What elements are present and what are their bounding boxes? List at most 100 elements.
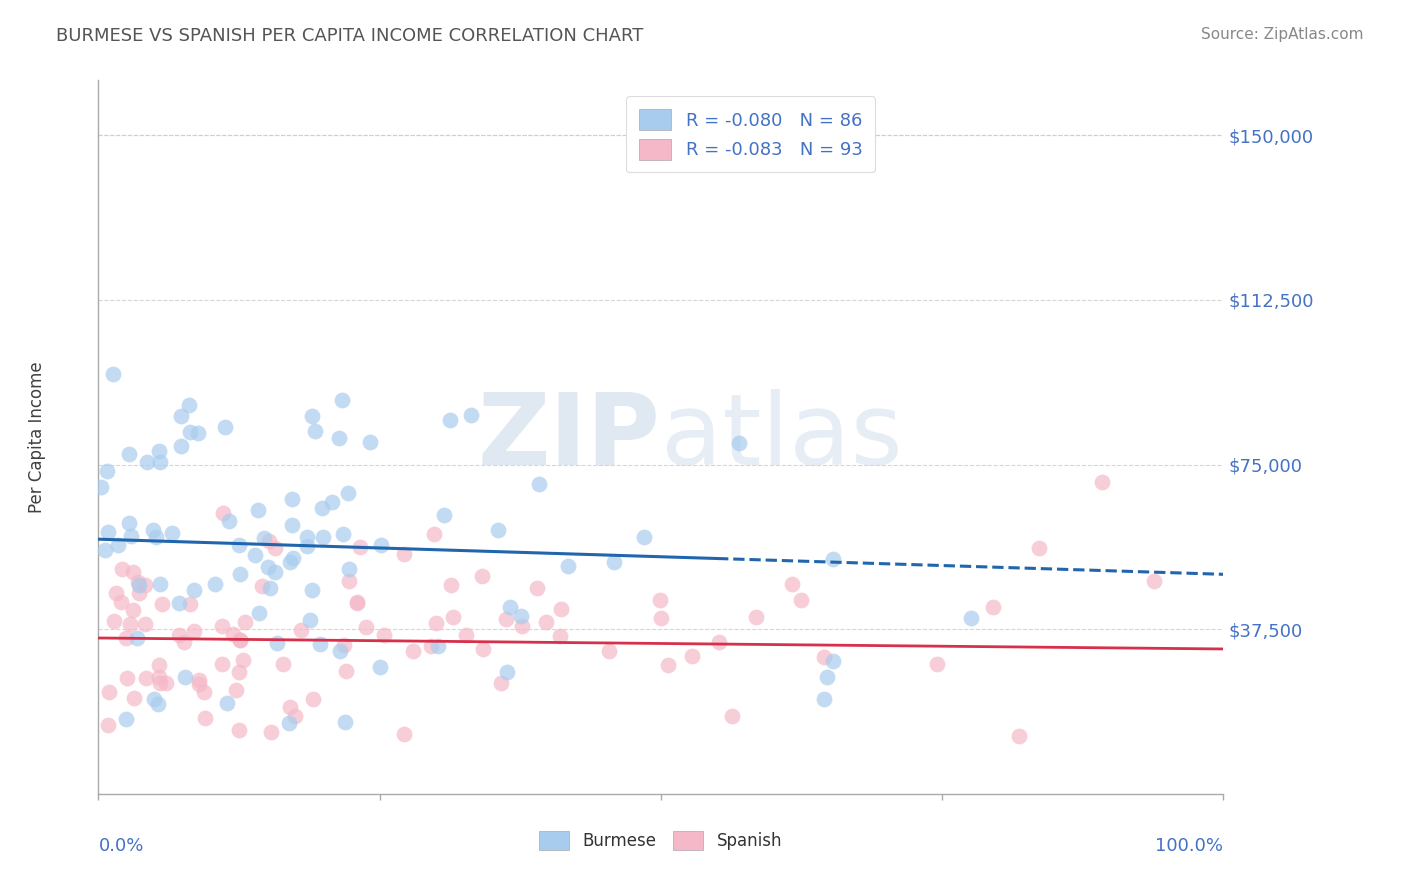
Point: [253, 531, 276, 545]
Point: [489, 675, 512, 690]
Point: [927, 657, 949, 671]
Point: [183, 624, 205, 638]
Point: [330, 393, 353, 408]
Point: [332, 527, 354, 541]
Point: [148, 670, 170, 684]
Point: [264, 541, 287, 556]
Point: [97, 717, 120, 731]
Point: [550, 602, 572, 616]
Point: [499, 599, 522, 614]
Point: [266, 635, 288, 649]
Point: [337, 574, 360, 588]
Point: [495, 612, 517, 626]
Point: [441, 610, 464, 624]
Point: [228, 567, 250, 582]
Point: [284, 709, 307, 723]
Point: [301, 583, 323, 598]
Point: [727, 436, 749, 450]
Point: [681, 649, 703, 664]
Point: [179, 597, 201, 611]
Point: [1091, 475, 1114, 490]
Point: [120, 529, 142, 543]
Point: [121, 565, 143, 579]
Point: [486, 524, 509, 538]
Point: [283, 551, 305, 566]
Text: atlas: atlas: [661, 389, 903, 485]
Point: [121, 603, 143, 617]
Point: [496, 665, 519, 679]
Text: BURMESE VS SPANISH PER CAPITA INCOME CORRELATION CHART: BURMESE VS SPANISH PER CAPITA INCOME COR…: [56, 27, 644, 45]
Point: [981, 600, 1004, 615]
Point: [187, 673, 209, 687]
Point: [127, 574, 149, 589]
Point: [90, 480, 112, 494]
Point: [228, 632, 250, 647]
Point: [228, 538, 250, 552]
Point: [295, 530, 318, 544]
Point: [135, 455, 157, 469]
Point: [633, 530, 655, 544]
Point: [204, 577, 226, 591]
Point: [118, 447, 141, 461]
Point: [557, 558, 579, 573]
Point: [346, 596, 368, 610]
Point: [281, 518, 304, 533]
Point: [264, 565, 287, 579]
Point: [193, 684, 215, 698]
Point: [148, 443, 170, 458]
Point: [823, 654, 845, 668]
Point: [439, 412, 461, 426]
Point: [259, 581, 281, 595]
Point: [815, 670, 838, 684]
Point: [534, 615, 557, 629]
Point: [433, 508, 456, 522]
Point: [813, 649, 835, 664]
Point: [823, 551, 845, 566]
Point: [260, 724, 283, 739]
Point: [304, 424, 326, 438]
Point: [170, 439, 193, 453]
Point: [149, 455, 172, 469]
Point: [422, 527, 444, 541]
Point: [232, 653, 254, 667]
Point: [107, 538, 129, 552]
Point: [657, 657, 679, 672]
Point: [118, 516, 141, 531]
Point: [333, 638, 356, 652]
Point: [337, 562, 360, 576]
Point: [170, 409, 193, 423]
Point: [127, 632, 149, 646]
Point: [256, 560, 278, 574]
Point: [278, 716, 301, 731]
Point: [98, 685, 121, 699]
Point: [550, 629, 572, 643]
Point: [290, 623, 312, 637]
Point: [337, 486, 360, 500]
Point: [167, 597, 190, 611]
Point: [187, 425, 209, 440]
Point: [281, 491, 304, 506]
Point: [148, 658, 170, 673]
Point: [183, 583, 205, 598]
Point: [142, 524, 165, 538]
Point: [115, 671, 138, 685]
Point: [96, 464, 118, 478]
Point: [454, 628, 477, 642]
Point: [115, 712, 138, 726]
Point: [312, 530, 335, 544]
Point: [115, 631, 138, 645]
Text: ZIP: ZIP: [478, 389, 661, 485]
Point: [271, 657, 294, 671]
Point: [149, 577, 172, 591]
Point: [229, 633, 252, 648]
Text: Source: ZipAtlas.com: Source: ZipAtlas.com: [1201, 27, 1364, 42]
Point: [392, 726, 415, 740]
Point: [328, 431, 350, 445]
Point: [120, 617, 142, 632]
Point: [250, 579, 273, 593]
Point: [370, 537, 392, 551]
Point: [134, 617, 156, 632]
Point: [278, 699, 301, 714]
Point: [173, 670, 195, 684]
Point: [301, 409, 323, 424]
